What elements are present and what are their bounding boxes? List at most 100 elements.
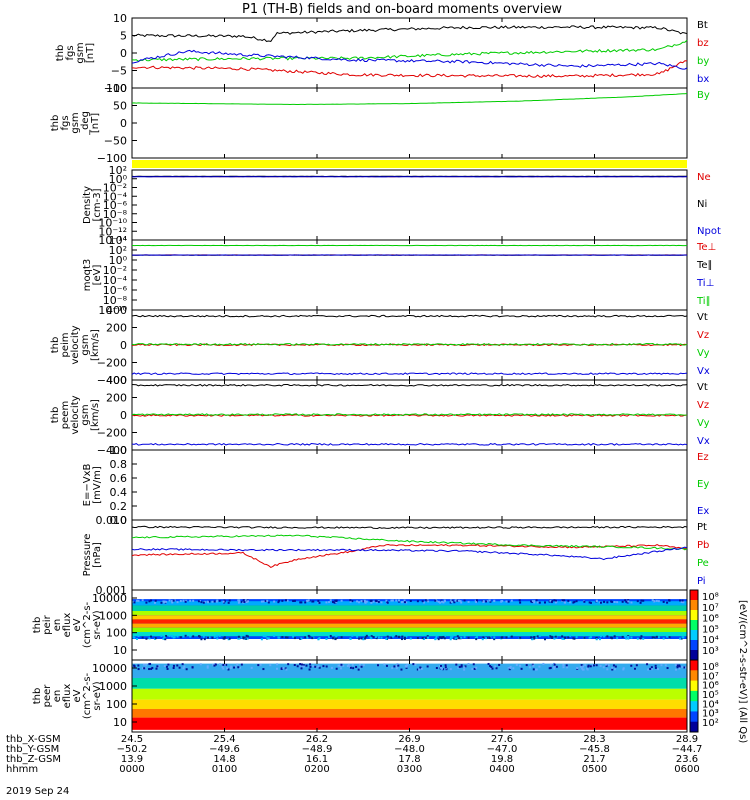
heatmap-speckle xyxy=(657,636,660,639)
heatmap-speckle xyxy=(668,599,671,602)
heatmap-speckle xyxy=(176,635,179,638)
heatmap-speckle xyxy=(227,638,230,641)
figure-title: P1 (TH-B) fields and on-board moments ov… xyxy=(242,2,562,17)
heatmap-speckle xyxy=(285,599,288,602)
heatmap-speckle xyxy=(262,600,265,603)
heatmap-speckle xyxy=(259,663,262,666)
y-tick-label: −10 xyxy=(104,82,127,95)
heatmap-speckle xyxy=(439,601,442,604)
y-axis-label-line: peem xyxy=(60,401,71,429)
heatmap-speckle xyxy=(576,667,579,670)
heatmap-speckle xyxy=(377,636,380,639)
heatmap-speckle xyxy=(302,664,305,667)
heatmap-speckle xyxy=(505,636,508,639)
heatmap-speckle xyxy=(318,601,321,604)
heatmap-speckle xyxy=(602,666,605,669)
y-axis-label-line: [km/s] xyxy=(90,399,101,431)
series-line xyxy=(131,442,688,446)
heatmap-speckle xyxy=(425,637,428,640)
heatmap-speckle xyxy=(457,599,460,602)
heatmap-band xyxy=(132,717,687,730)
heatmap-speckle xyxy=(337,664,340,667)
heatmap-speckle xyxy=(685,666,688,669)
heatmap-speckle xyxy=(153,601,156,604)
heatmap-speckle xyxy=(228,599,231,602)
heatmap-speckle xyxy=(656,668,659,671)
heatmap-speckle xyxy=(591,664,594,667)
heatmap-speckle xyxy=(340,663,343,666)
heatmap-speckle xyxy=(563,601,566,604)
heatmap-speckle xyxy=(208,636,211,639)
heatmap-speckle xyxy=(450,599,453,602)
y-axis-label-line: eV xyxy=(72,689,83,702)
series-line xyxy=(131,314,688,318)
heatmap-speckle xyxy=(605,663,608,666)
heatmap-speckle xyxy=(240,600,243,603)
heatmap-speckle xyxy=(582,665,585,668)
heatmap-speckle xyxy=(419,666,422,669)
heatmap-speckle xyxy=(636,637,639,640)
heatmap-speckle xyxy=(391,599,394,602)
heatmap-speckle xyxy=(264,635,267,638)
x-axis-value: 26.2 xyxy=(306,734,328,745)
heatmap-speckle xyxy=(137,634,140,637)
heatmap-speckle xyxy=(403,601,406,604)
heatmap-speckle xyxy=(676,666,679,669)
heatmap-speckle xyxy=(133,601,136,604)
heatmap-speckle xyxy=(156,665,159,668)
heatmap-speckle xyxy=(440,599,443,602)
heatmap-speckle xyxy=(145,601,148,604)
heatmap-speckle xyxy=(464,665,467,668)
heatmap-speckle xyxy=(530,600,533,603)
y-axis-label-line: peim xyxy=(60,332,71,357)
y-tick-label: 10000 xyxy=(92,592,127,605)
heatmap-speckle xyxy=(416,637,419,640)
panel-frame xyxy=(131,519,688,591)
heatmap-speckle xyxy=(171,599,174,602)
heatmap-speckle xyxy=(475,636,478,639)
heatmap-speckle xyxy=(133,665,136,668)
heatmap-speckle xyxy=(362,638,365,641)
heatmap-speckle xyxy=(329,599,332,602)
date-label: 2019 Sep 24 xyxy=(6,786,69,797)
heatmap-speckle xyxy=(583,636,586,639)
heatmap-speckle xyxy=(442,601,445,604)
heatmap-speckle xyxy=(533,601,536,604)
heatmap-speckle xyxy=(434,599,437,602)
heatmap-speckle xyxy=(306,600,309,603)
y-axis-label-line: sr-eV) xyxy=(92,681,103,710)
heatmap-speckle xyxy=(493,599,496,602)
heatmap-speckle xyxy=(666,667,669,670)
heatmap-speckle xyxy=(553,637,556,640)
colorbar-tick-label: 10⁷ xyxy=(702,671,719,682)
heatmap-band xyxy=(132,699,687,709)
heatmap-speckle xyxy=(562,663,565,666)
x-axis-value: 0100 xyxy=(212,764,237,775)
heatmap-speckle xyxy=(606,635,609,638)
heatmap-speckle xyxy=(561,637,564,640)
y-axis-label-line: eflux xyxy=(62,613,73,638)
heatmap-speckle xyxy=(165,665,168,668)
heatmap-speckle xyxy=(532,668,535,671)
heatmap-speckle xyxy=(202,601,205,604)
heatmap-speckle xyxy=(141,636,144,639)
heatmap-speckle xyxy=(222,600,225,603)
heatmap-speckle xyxy=(207,601,210,604)
heatmap-speckle xyxy=(309,665,312,668)
heatmap-speckle xyxy=(435,635,438,638)
heatmap-speckle xyxy=(584,664,587,667)
heatmap-speckle xyxy=(640,599,643,602)
legend-entry: Pe xyxy=(697,558,709,569)
y-tick-label: 10⁻¹⁴ xyxy=(98,234,127,247)
heatmap-speckle xyxy=(508,668,511,671)
heatmap-speckle xyxy=(458,665,461,668)
heatmap-speckle xyxy=(418,668,421,671)
x-axis-value: 23.6 xyxy=(676,754,698,765)
x-axis-value: 16.1 xyxy=(306,754,328,765)
heatmap-speckle xyxy=(237,666,240,669)
heatmap-speckle xyxy=(427,600,430,603)
series-line xyxy=(131,413,688,416)
heatmap-speckle xyxy=(141,599,144,602)
heatmap-speckle xyxy=(519,601,522,604)
